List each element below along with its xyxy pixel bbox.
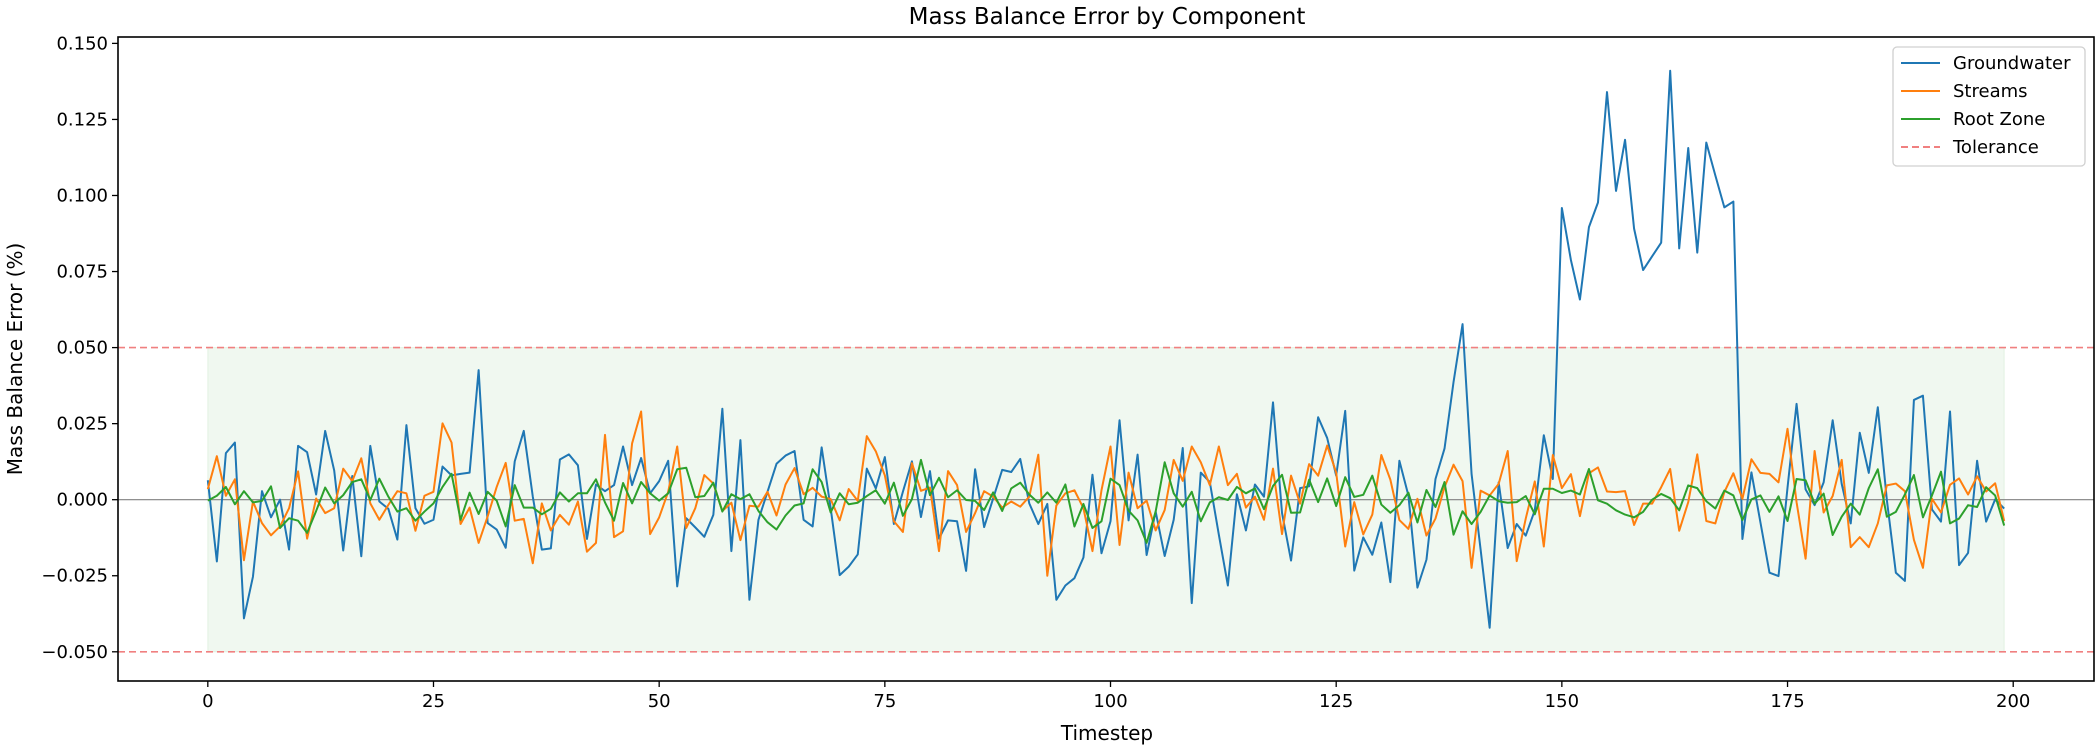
legend-label-streams: Streams xyxy=(1953,81,2028,102)
x-tick-label: 125 xyxy=(1319,691,1353,712)
y-tick-label: 0.050 xyxy=(56,338,108,359)
y-tick-label: −0.050 xyxy=(41,642,108,663)
x-tick-label: 175 xyxy=(1770,691,1804,712)
x-tick-label: 200 xyxy=(1996,691,2030,712)
x-tick-label: 50 xyxy=(648,691,671,712)
legend-box xyxy=(1892,46,2086,167)
y-tick-label: 0.025 xyxy=(56,414,108,435)
x-tick-label: 150 xyxy=(1545,691,1579,712)
plot-area xyxy=(118,69,2094,653)
x-tick-label: 100 xyxy=(1093,691,1127,712)
series-line-root-zone xyxy=(207,458,2006,544)
axes-frame xyxy=(117,36,2095,682)
legend: Groundwater Streams Root Zone Tolerance xyxy=(1892,46,2086,167)
y-axis-label: Mass Balance Error (%) xyxy=(3,243,27,476)
legend-label-tolerance: Tolerance xyxy=(1952,137,2039,158)
y-axis: −0.050 −0.025 0.000 0.025 0.050 0.075 0.100 0.1… xyxy=(41,33,118,663)
series-line-groundwater xyxy=(206,69,2005,629)
y-tick-label: 0.000 xyxy=(56,490,108,511)
series-line-streams xyxy=(206,410,2006,577)
x-tick-label: 0 xyxy=(202,691,213,712)
chart-title: Mass Balance Error by Component xyxy=(909,4,1306,30)
y-tick-label: −0.025 xyxy=(41,566,108,587)
x-tick-label: 25 xyxy=(422,691,445,712)
x-axis-label: Timestep xyxy=(1060,721,1153,745)
x-tick-label: 75 xyxy=(873,691,896,712)
y-tick-label: 0.100 xyxy=(56,185,108,206)
y-tick-label: 0.125 xyxy=(56,109,108,130)
y-tick-label: 0.075 xyxy=(56,262,108,283)
y-tick-label: 0.150 xyxy=(56,33,108,54)
x-axis: 0 25 50 75 100 125 150 175 200 xyxy=(202,681,2030,712)
legend-label-root-zone: Root Zone xyxy=(1953,109,2045,130)
legend-label-groundwater: Groundwater xyxy=(1953,53,2071,74)
